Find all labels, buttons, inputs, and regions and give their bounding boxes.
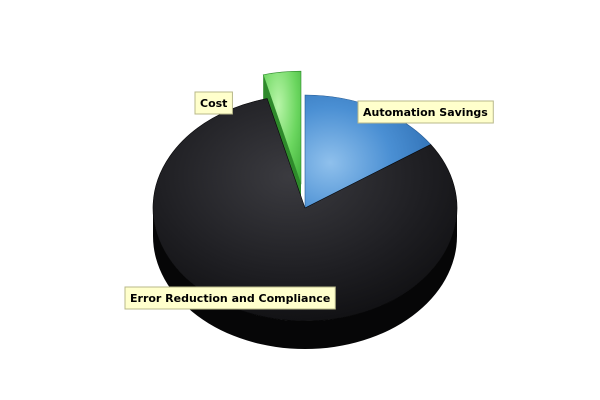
pie-slice-side-error-reduction-and-compliance (153, 208, 457, 349)
slice-label-box-error-reduction-and-compliance (124, 286, 336, 310)
slice-label-text-automation-savings: Automation Savings (363, 106, 488, 119)
slice-label-automation-savings: Automation Savings (357, 100, 494, 124)
slice-label-box-cost (194, 91, 233, 115)
slice-label-cost: Cost (194, 91, 233, 115)
slice-label-text-cost: Cost (200, 97, 227, 110)
pie-slice-error-reduction-and-compliance[interactable] (152, 98, 458, 322)
slice-label-text-error-reduction-and-compliance: Error Reduction and Compliance (130, 292, 330, 305)
pie-label-layer: Automation Savings Error Reduction and Co… (124, 91, 494, 310)
slice-label-error-reduction-and-compliance: Error Reduction and Compliance (124, 286, 336, 310)
pie-slice-cost[interactable] (262, 70, 302, 185)
slice-label-box-automation-savings (357, 100, 494, 124)
